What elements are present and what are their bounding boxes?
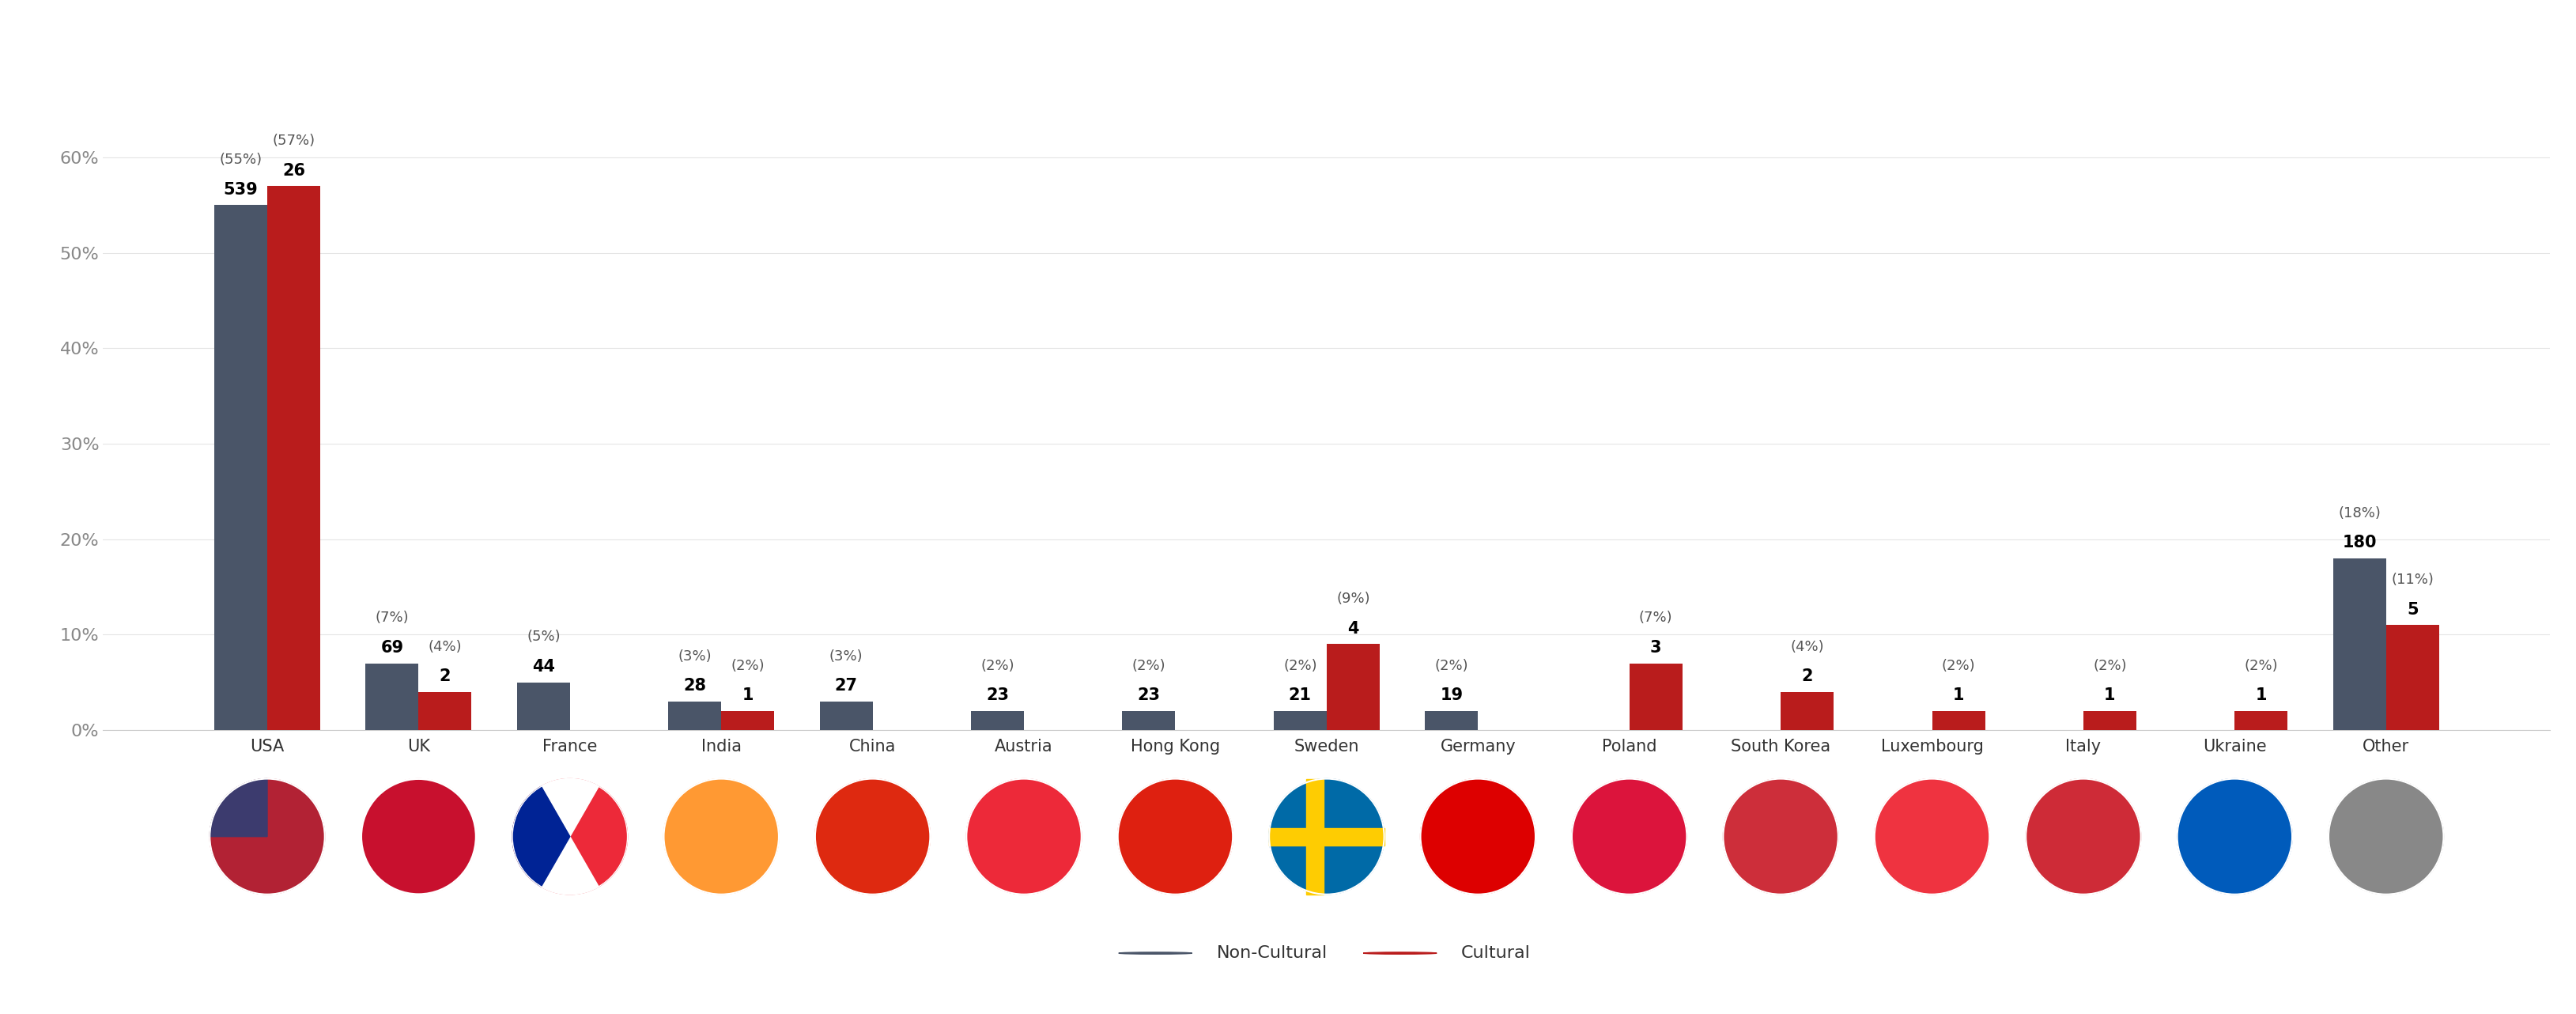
Bar bbox=[819, 702, 873, 730]
Circle shape bbox=[1875, 779, 1989, 894]
Circle shape bbox=[2025, 779, 2141, 894]
Bar bbox=[2334, 559, 2385, 730]
Circle shape bbox=[966, 779, 1082, 894]
Text: 5: 5 bbox=[2406, 601, 2419, 618]
Circle shape bbox=[361, 779, 477, 894]
FancyBboxPatch shape bbox=[1306, 779, 1324, 894]
Bar bbox=[2385, 625, 2439, 730]
Text: (3%): (3%) bbox=[677, 649, 711, 663]
Bar bbox=[1425, 711, 1479, 730]
Text: (9%): (9%) bbox=[1337, 592, 1370, 606]
Bar bbox=[667, 702, 721, 730]
Circle shape bbox=[513, 779, 629, 894]
Text: 2: 2 bbox=[440, 668, 451, 684]
Bar bbox=[268, 187, 319, 730]
Text: (7%): (7%) bbox=[1638, 610, 1672, 625]
Text: (4%): (4%) bbox=[428, 640, 461, 654]
Circle shape bbox=[1419, 779, 1535, 894]
Bar bbox=[1327, 644, 1381, 730]
Text: (18%): (18%) bbox=[2339, 506, 2380, 520]
Text: 69: 69 bbox=[381, 640, 404, 656]
Bar bbox=[366, 663, 417, 730]
Text: 23: 23 bbox=[987, 687, 1010, 704]
Circle shape bbox=[2177, 779, 2293, 894]
Circle shape bbox=[209, 779, 325, 894]
Circle shape bbox=[814, 779, 930, 894]
Circle shape bbox=[1118, 779, 1234, 894]
Text: 21: 21 bbox=[1288, 687, 1311, 704]
Circle shape bbox=[1363, 952, 1437, 954]
Text: (2%): (2%) bbox=[2092, 658, 2128, 673]
Wedge shape bbox=[541, 837, 598, 894]
Text: 3: 3 bbox=[1651, 640, 1662, 656]
Bar bbox=[417, 692, 471, 730]
Circle shape bbox=[1723, 779, 1839, 894]
Circle shape bbox=[1571, 779, 1687, 894]
Circle shape bbox=[1118, 952, 1193, 954]
Text: 4: 4 bbox=[1347, 621, 1360, 637]
Text: (57%): (57%) bbox=[273, 134, 314, 148]
Text: (7%): (7%) bbox=[376, 610, 410, 625]
Bar bbox=[971, 711, 1023, 730]
Text: 27: 27 bbox=[835, 678, 858, 694]
Text: (2%): (2%) bbox=[1435, 658, 1468, 673]
Bar bbox=[2084, 711, 2136, 730]
Wedge shape bbox=[513, 787, 569, 886]
Text: (2%): (2%) bbox=[1942, 658, 1976, 673]
Text: Non-Cultural: Non-Cultural bbox=[1216, 945, 1327, 961]
Text: 44: 44 bbox=[533, 659, 554, 674]
Circle shape bbox=[665, 779, 778, 894]
Text: 1: 1 bbox=[742, 687, 755, 704]
Text: 23: 23 bbox=[1139, 687, 1159, 704]
Text: 19: 19 bbox=[1440, 687, 1463, 704]
Text: (3%): (3%) bbox=[829, 649, 863, 663]
Circle shape bbox=[1270, 779, 1383, 894]
Wedge shape bbox=[379, 837, 459, 894]
Text: 26: 26 bbox=[283, 162, 304, 178]
Text: (4%): (4%) bbox=[1790, 640, 1824, 654]
Text: (55%): (55%) bbox=[219, 153, 263, 167]
Text: (5%): (5%) bbox=[526, 630, 562, 644]
Bar bbox=[214, 205, 268, 730]
Bar bbox=[721, 711, 775, 730]
Text: (2%): (2%) bbox=[2244, 658, 2277, 673]
Bar bbox=[2236, 711, 2287, 730]
Text: 1: 1 bbox=[1953, 687, 1965, 704]
Bar bbox=[1123, 711, 1175, 730]
Text: 1: 1 bbox=[2257, 687, 2267, 704]
Wedge shape bbox=[209, 779, 268, 837]
Text: (2%): (2%) bbox=[981, 658, 1015, 673]
FancyBboxPatch shape bbox=[1270, 827, 1383, 846]
Text: 28: 28 bbox=[683, 678, 706, 694]
Bar bbox=[1780, 692, 1834, 730]
Bar bbox=[518, 682, 569, 730]
Text: (2%): (2%) bbox=[1131, 658, 1167, 673]
Text: 1: 1 bbox=[2105, 687, 2115, 704]
Bar bbox=[1631, 663, 1682, 730]
Text: (2%): (2%) bbox=[732, 658, 765, 673]
Text: Cultural: Cultural bbox=[1461, 945, 1530, 961]
Wedge shape bbox=[379, 779, 459, 837]
Text: 539: 539 bbox=[224, 182, 258, 198]
Text: 2: 2 bbox=[1801, 668, 1814, 684]
Text: (11%): (11%) bbox=[2391, 573, 2434, 587]
Text: (2%): (2%) bbox=[1283, 658, 1316, 673]
Text: 180: 180 bbox=[2342, 534, 2378, 551]
Bar bbox=[1273, 711, 1327, 730]
Wedge shape bbox=[541, 779, 598, 837]
Circle shape bbox=[2329, 779, 2445, 894]
Bar bbox=[1932, 711, 1986, 730]
